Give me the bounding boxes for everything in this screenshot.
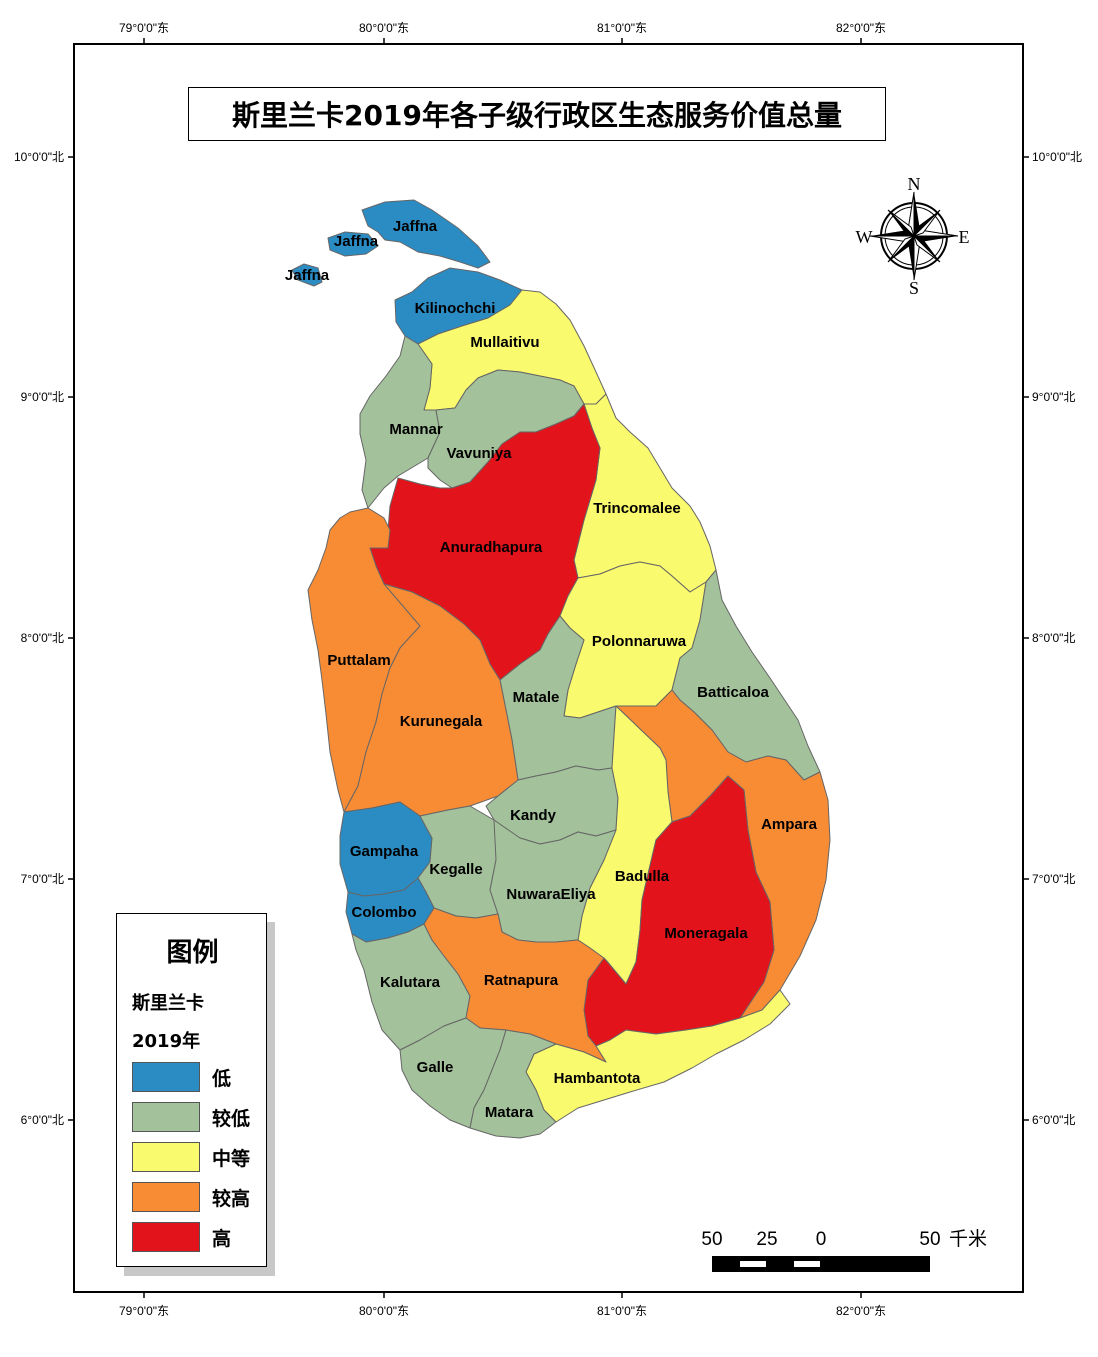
north-arrow: N S E W — [856, 174, 970, 298]
compass-s: S — [909, 278, 919, 298]
district-label: Anuradhapura — [440, 539, 543, 556]
district-labels: Jaffna Jaffna Jaffna Kilinochchi Mullait… — [285, 218, 818, 1121]
legend-swatch — [132, 1102, 200, 1132]
lat-label-right: 9°0'0"北 — [1032, 390, 1075, 404]
lat-label-right: 7°0'0"北 — [1032, 872, 1075, 886]
district-trincomalee[interactable] — [573, 393, 717, 593]
district-label: Trincomalee — [593, 500, 681, 517]
legend-swatch — [132, 1142, 200, 1172]
compass-n: N — [908, 174, 921, 194]
legend: 图例 斯里兰卡 2019年 低 较低 中等 较高 高 — [116, 913, 267, 1267]
map-title-box: 斯里兰卡2019年各子级行政区生态服务价值总量 — [188, 87, 886, 141]
legend-title: 图例 — [166, 938, 219, 968]
district-label: Badulla — [615, 868, 670, 885]
legend-label: 较高 — [212, 1187, 251, 1210]
district-label: Kandy — [510, 807, 557, 824]
district-label: NuwaraEliya — [506, 886, 596, 903]
lon-label-bottom: 79°0'0"东 — [119, 1304, 169, 1318]
district-label: Ratnapura — [484, 972, 559, 989]
district-matara[interactable] — [469, 1029, 557, 1139]
compass-rose-icon — [869, 191, 959, 281]
scale-label: 25 — [756, 1229, 777, 1250]
legend-swatch — [132, 1182, 200, 1212]
lon-label-bottom: 81°0'0"东 — [597, 1304, 647, 1318]
district-jaffna[interactable] — [361, 199, 491, 269]
lat-label-right: 6°0'0"北 — [1032, 1113, 1075, 1127]
district-label: Batticaloa — [697, 684, 769, 701]
district-jaffna[interactable] — [291, 263, 323, 287]
district-label: Polonnaruwa — [592, 633, 687, 650]
legend-label: 较低 — [212, 1107, 251, 1130]
scale-label: 50 — [701, 1229, 722, 1250]
legend-swatch — [132, 1222, 200, 1252]
legend-item-low: 低 — [132, 1062, 231, 1092]
lat-label-left: 10°0'0"北 — [14, 150, 64, 164]
lat-label-left: 6°0'0"北 — [21, 1113, 64, 1127]
lon-label-bottom: 80°0'0"东 — [359, 1304, 409, 1318]
legend-swatch — [132, 1062, 200, 1092]
lat-label-left: 9°0'0"北 — [21, 390, 64, 404]
lat-label-right: 10°0'0"北 — [1032, 150, 1082, 164]
lon-label-top: 80°0'0"东 — [359, 21, 409, 35]
lat-label-right: 8°0'0"北 — [1032, 631, 1075, 645]
district-label: Kilinochchi — [415, 300, 496, 317]
scale-label: 50 — [919, 1229, 940, 1250]
map-title: 斯里兰卡2019年各子级行政区生态服务价值总量 — [232, 99, 842, 132]
legend-item-higher: 较高 — [132, 1182, 250, 1212]
district-label: Ampara — [761, 816, 818, 833]
district-label: Kegalle — [429, 861, 482, 878]
district-jaffna[interactable] — [327, 231, 379, 257]
district-label: Jaffna — [393, 218, 438, 235]
legend-country: 斯里兰卡 — [132, 993, 204, 1014]
district-label: Mullaitivu — [470, 334, 539, 351]
legend-item-lower: 较低 — [132, 1102, 250, 1132]
lon-label-top: 79°0'0"东 — [119, 21, 169, 35]
district-mannar[interactable] — [359, 335, 441, 509]
graticule-ticks — [68, 38, 1029, 1298]
lat-label-left: 8°0'0"北 — [21, 631, 64, 645]
legend-label: 低 — [212, 1067, 232, 1090]
district-label: Colombo — [352, 904, 417, 921]
district-label: Galle — [417, 1059, 454, 1076]
legend-label: 高 — [212, 1227, 232, 1250]
district-label: Matale — [513, 689, 560, 706]
district-label: Jaffna — [285, 267, 330, 284]
map-frame — [73, 43, 1024, 1293]
legend-item-high: 高 — [132, 1222, 231, 1252]
legend-label: 中等 — [212, 1147, 251, 1170]
lon-label-top: 81°0'0"东 — [597, 21, 647, 35]
district-label: Hambantota — [554, 1070, 641, 1087]
district-label: Gampaha — [350, 843, 419, 860]
scale-label: 0 — [816, 1229, 827, 1250]
compass-w: W — [856, 227, 873, 247]
scale-unit: 千米 — [949, 1228, 987, 1250]
lat-label-left: 7°0'0"北 — [21, 872, 64, 886]
district-label: Kurunegala — [400, 713, 483, 730]
district-label: Puttalam — [327, 652, 390, 669]
legend-item-medium: 中等 — [132, 1142, 250, 1172]
district-label: Vavuniya — [446, 445, 512, 462]
district-label: Kalutara — [380, 974, 441, 991]
district-label: Matara — [485, 1104, 534, 1121]
legend-year: 2019年 — [132, 1031, 201, 1052]
district-label: Jaffna — [334, 233, 379, 250]
lon-label-bottom: 82°0'0"东 — [836, 1304, 886, 1318]
compass-e: E — [959, 227, 970, 247]
lon-label-top: 82°0'0"东 — [836, 21, 886, 35]
district-label: Mannar — [389, 421, 443, 438]
district-ratnapura[interactable] — [423, 907, 607, 1063]
scale-bar — [712, 1256, 930, 1272]
districts-layer — [291, 199, 831, 1139]
district-label: Moneragala — [664, 925, 748, 942]
